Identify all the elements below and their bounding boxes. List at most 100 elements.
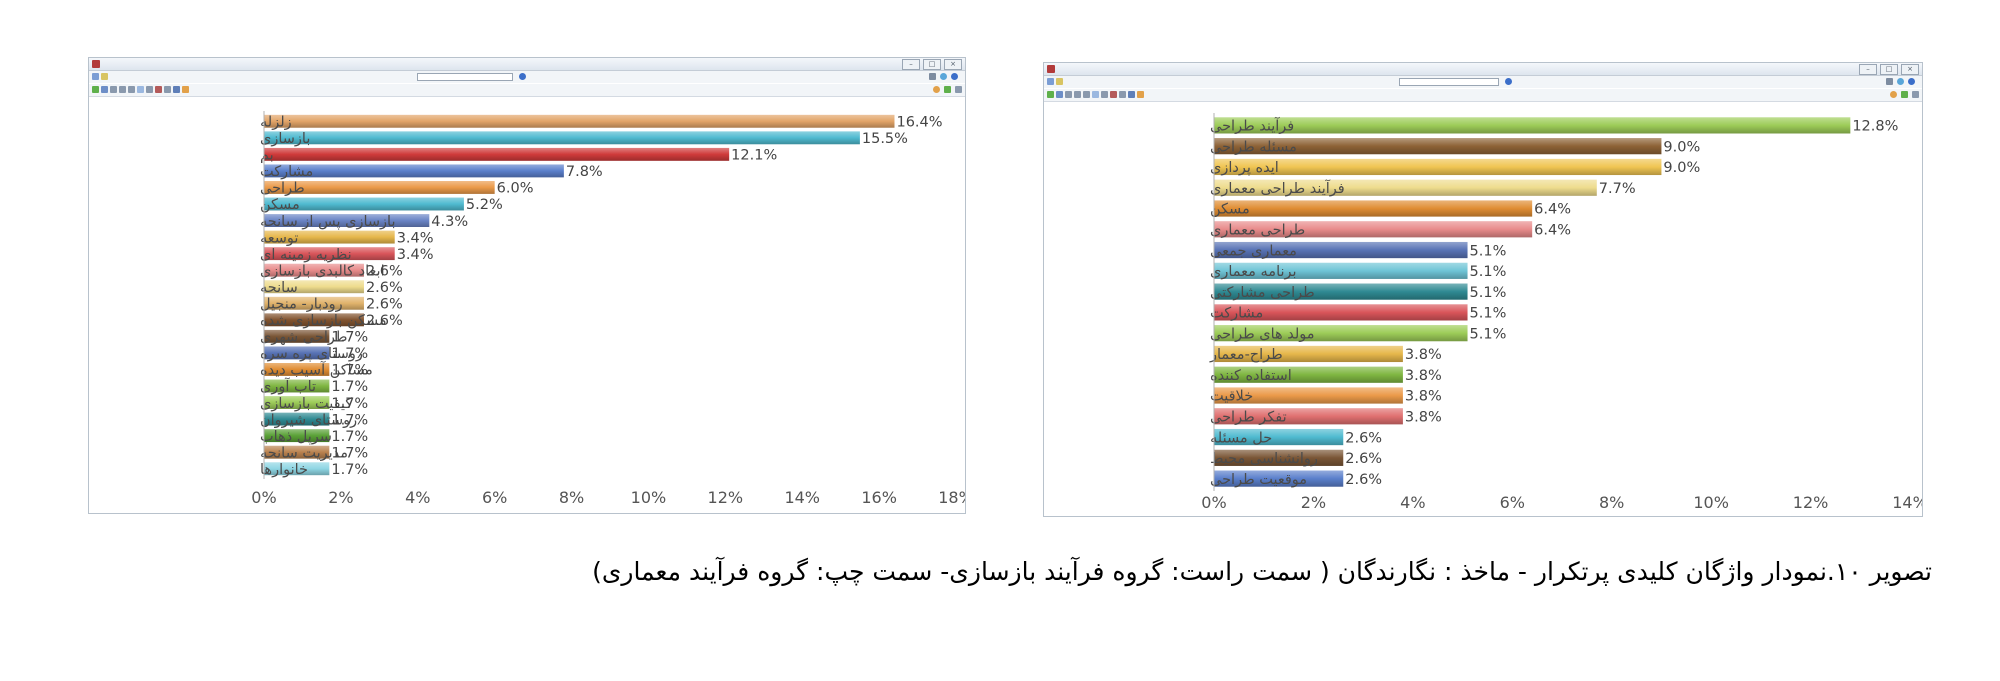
toolbar-top [89,71,965,83]
window-controls: – □ × [902,59,962,70]
x-tick-label: 0% [251,488,276,507]
minimize-button[interactable]: – [1859,64,1877,75]
chart-icon[interactable] [92,86,99,93]
toolbar-bottom [89,84,965,97]
maximize-button[interactable]: □ [1880,64,1898,75]
window-controls: – □ × [1859,64,1919,75]
value-label: 1.7% [331,346,368,362]
x-tick-label: 16% [861,488,897,507]
bar [1214,179,1597,196]
value-label: 5.1% [1470,264,1507,280]
close-panel-icon[interactable] [955,86,962,93]
chart-type-dropdown[interactable] [417,73,513,81]
filter-icon[interactable] [1065,91,1072,98]
value-label: 5.2% [466,197,503,213]
go-icon[interactable] [519,73,526,80]
folder-icon[interactable] [1056,78,1063,85]
value-label: 1.7% [331,396,368,412]
x-tick-label: 0% [1201,493,1226,512]
list-icon[interactable] [128,86,135,93]
maximize-button[interactable]: □ [923,59,941,70]
bar [264,247,395,261]
value-label: 1.7% [331,412,368,428]
sort-icon[interactable] [1074,91,1081,98]
bar [264,412,330,426]
x-tick-label: 4% [405,488,430,507]
refresh-icon[interactable] [1897,78,1904,85]
save-icon[interactable] [944,86,951,93]
layout-icon[interactable] [92,73,99,80]
category-label: زلزله [260,114,292,130]
minimize-button[interactable]: – [902,59,920,70]
options-icon[interactable] [146,86,153,93]
category-label: ابعاد کالبدی بازسازی [260,263,385,279]
bar [264,429,330,443]
category-label: روانشناسی محیط [1210,451,1318,467]
table-icon[interactable] [101,86,108,93]
category-label: مشارکت [260,164,313,180]
x-tick-label: 12% [708,488,744,507]
grid-icon[interactable] [1092,91,1099,98]
value-label: 6.4% [1534,202,1571,218]
bar [264,462,330,476]
chart-type-dropdown[interactable] [1399,78,1499,86]
copy-icon[interactable] [164,86,171,93]
settings-icon[interactable] [1890,91,1897,98]
print-icon[interactable] [173,86,180,93]
x-tick-label: 6% [482,488,507,507]
close-panel-icon[interactable] [1912,91,1919,98]
table-icon[interactable] [1056,91,1063,98]
value-label: 5.1% [1470,285,1507,301]
grid-icon[interactable] [137,86,144,93]
settings-icon[interactable] [933,86,940,93]
app-icon [1047,65,1055,73]
options-icon[interactable] [1101,91,1108,98]
bar [264,296,364,310]
toolbar-top [1044,76,1922,88]
bar [264,181,495,194]
save-icon[interactable] [1901,91,1908,98]
sort-icon[interactable] [119,86,126,93]
help-icon[interactable] [951,73,958,80]
delete-icon[interactable] [155,86,162,93]
category-label: فرآیند طراحی معماری [1210,179,1345,197]
bar [1214,325,1468,342]
value-label: 1.7% [331,429,368,445]
bar [264,445,330,459]
delete-icon[interactable] [1110,91,1117,98]
category-label: سانحه [260,280,298,296]
export-icon[interactable] [929,73,936,80]
app-icon [92,60,100,68]
value-label: 2.6% [1345,472,1382,488]
category-label: ایده پردازی [1210,160,1279,176]
star-icon[interactable] [182,86,189,93]
help-icon[interactable] [1908,78,1915,85]
copy-icon[interactable] [1119,91,1126,98]
bar [1214,387,1403,404]
category-label: روستای شیروان [260,412,357,428]
print-icon[interactable] [1128,91,1135,98]
category-label: بم [260,148,274,164]
filter-icon[interactable] [110,86,117,93]
value-label: 7.7% [1599,181,1636,197]
list-icon[interactable] [1083,91,1090,98]
folder-icon[interactable] [101,73,108,80]
bar [264,197,464,211]
value-label: 3.8% [1405,389,1442,405]
x-tick-label: 10% [631,488,667,507]
bar [264,313,364,327]
go-icon[interactable] [1505,78,1512,85]
value-label: 3.8% [1405,368,1442,384]
x-tick-label: 12% [1793,493,1829,512]
refresh-icon[interactable] [940,73,947,80]
star-icon[interactable] [1137,91,1144,98]
chart-icon[interactable] [1047,91,1054,98]
bar [264,164,564,178]
layout-icon[interactable] [1047,78,1054,85]
export-icon[interactable] [1886,78,1893,85]
bar-chart-right: فرآیند طراحی 12.8% مسئله طراحی 9.0% ایده پرد… [1201,113,1922,512]
bar [1214,449,1344,466]
bar [264,379,330,393]
close-button[interactable]: × [944,59,962,70]
close-button[interactable]: × [1901,64,1919,75]
